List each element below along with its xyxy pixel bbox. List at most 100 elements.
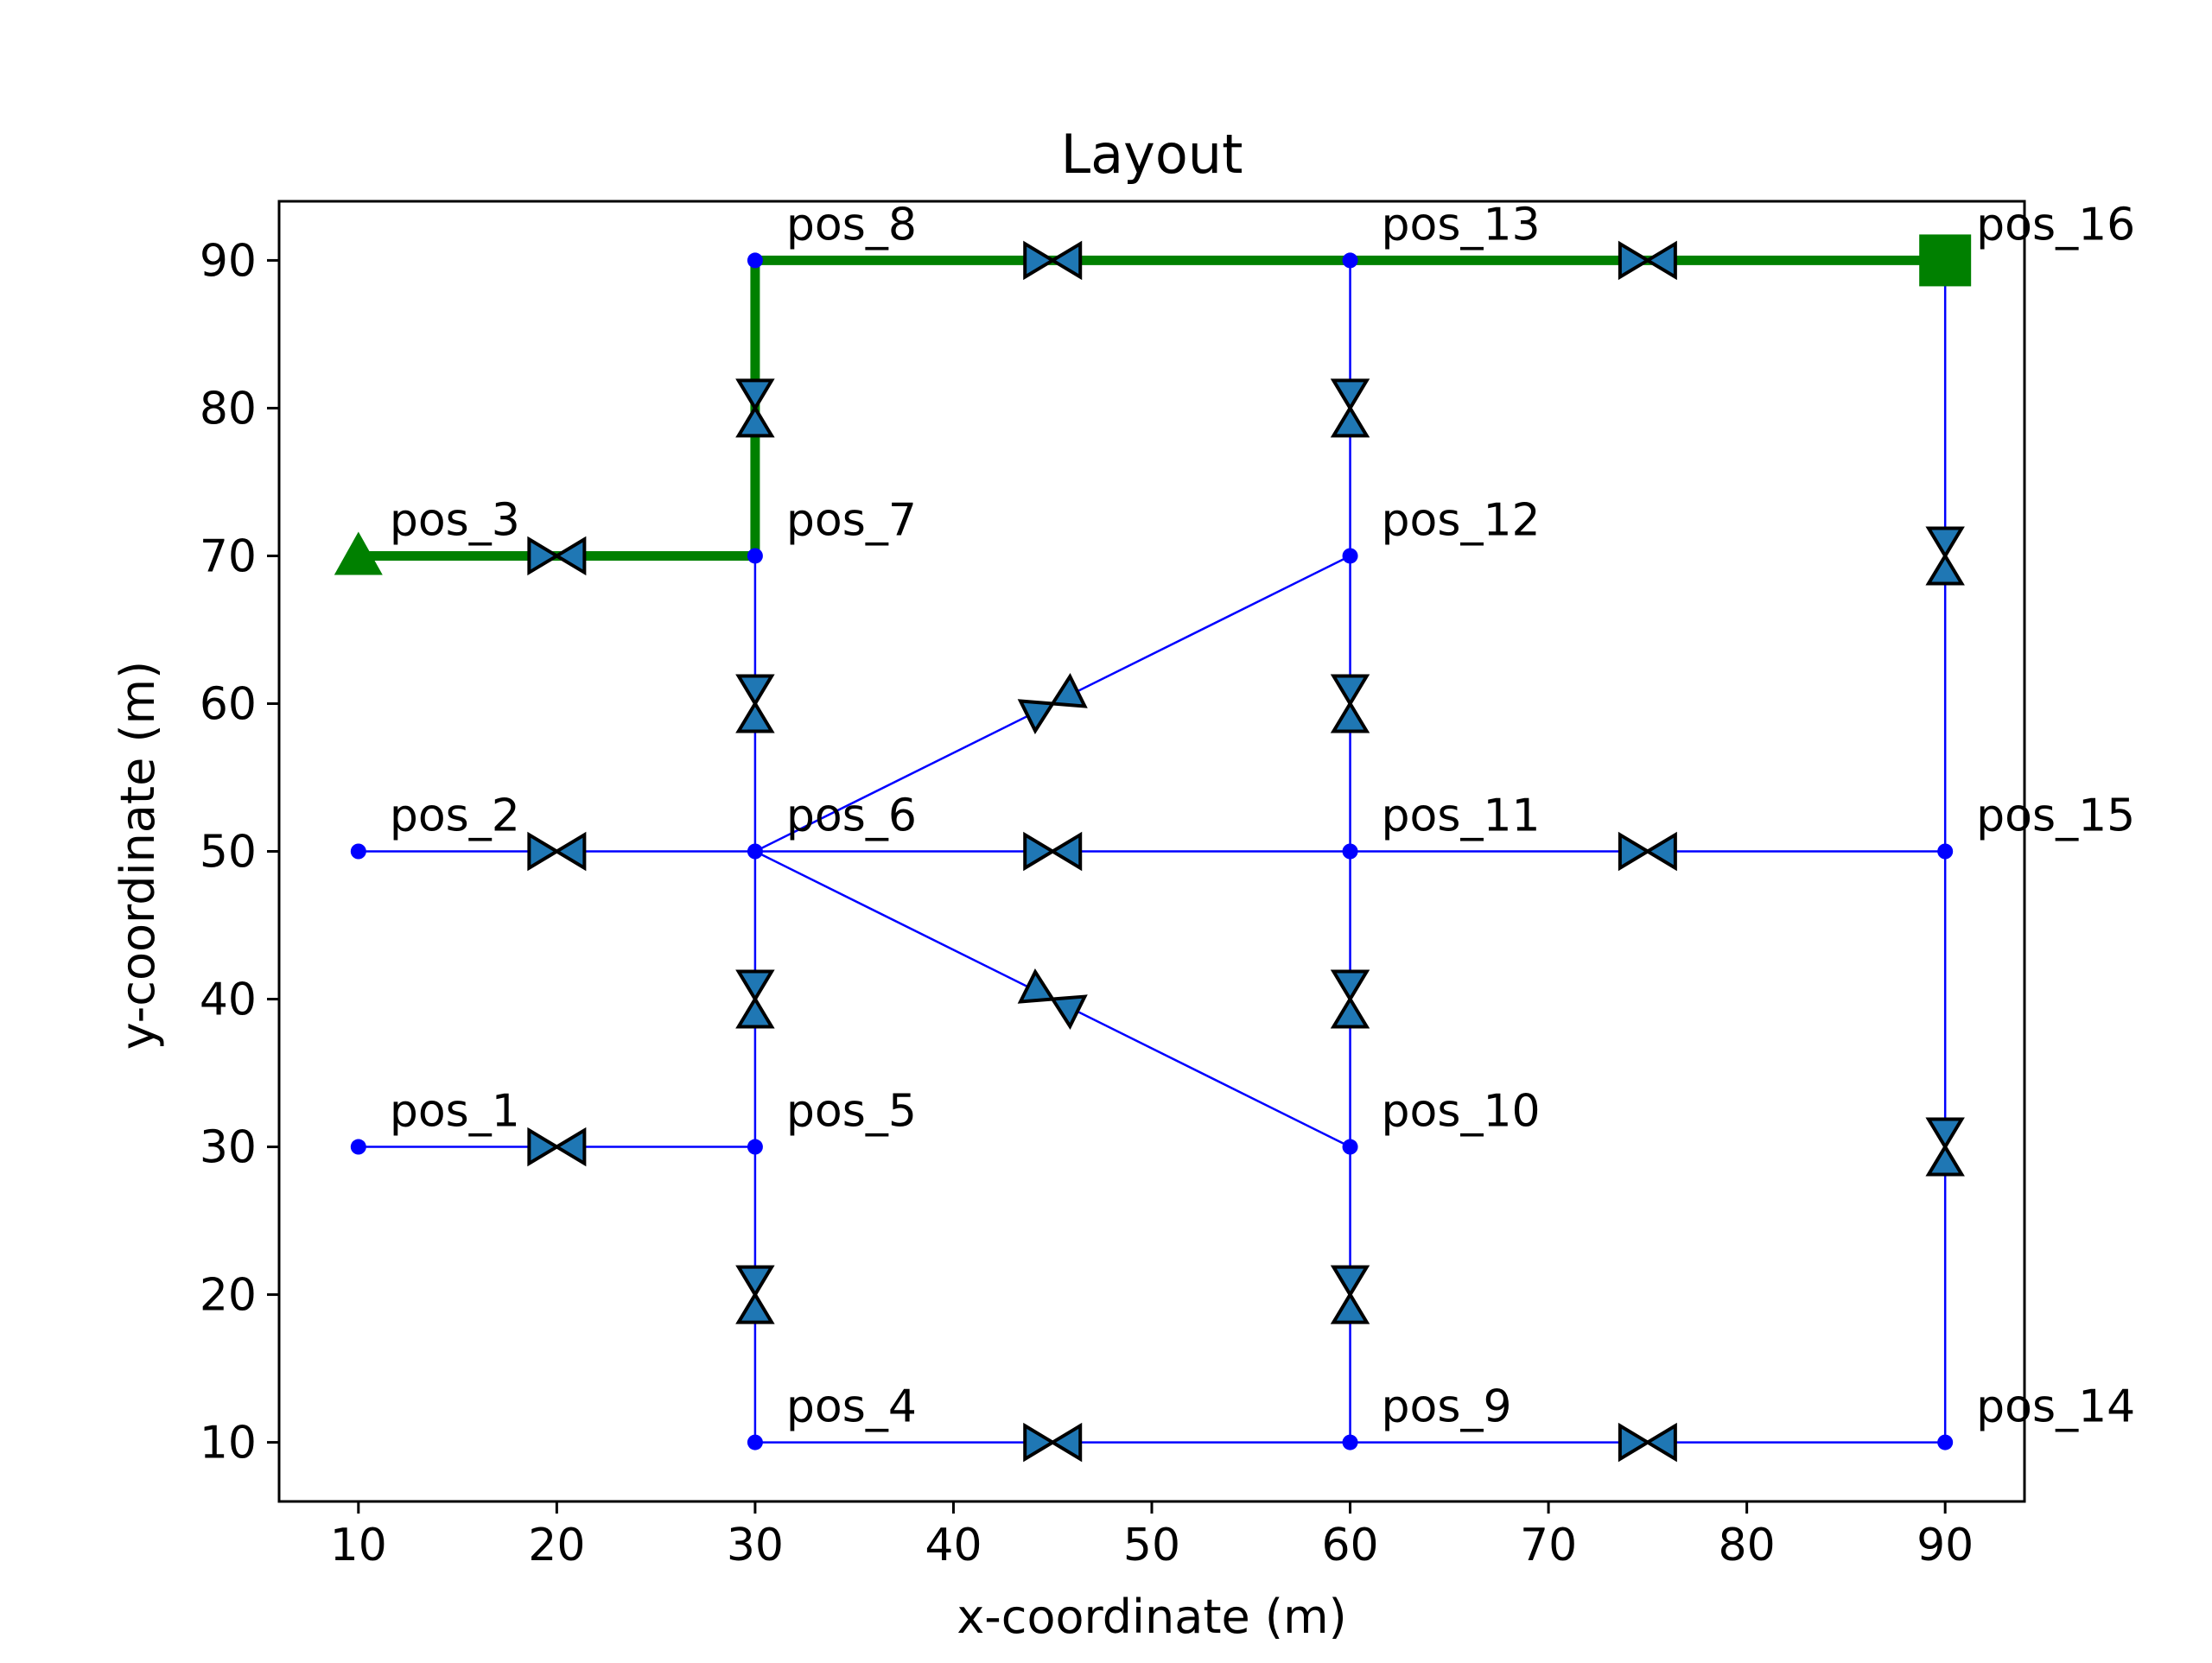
valve-pos_3-pos_7 [527, 536, 587, 576]
valve-left-triangle [1925, 1143, 1965, 1177]
valve-pos_4-pos_9 [1023, 1422, 1083, 1463]
valve-right-triangle [1049, 1422, 1083, 1463]
start-marker [334, 531, 383, 575]
valve-right-triangle [1049, 831, 1083, 872]
valve-pos_10-pos_11 [1330, 969, 1370, 1029]
x-tick-label-30: 30 [727, 1520, 784, 1571]
valve-right-triangle [1643, 1422, 1677, 1463]
end-marker [1919, 234, 1972, 287]
valve-right-triangle [735, 969, 775, 1003]
node-label-pos_13: pos_13 [1382, 199, 1541, 251]
valve-left-triangle [1330, 700, 1370, 733]
valve-right-triangle [1049, 994, 1088, 1031]
node-label-pos_9: pos_9 [1382, 1381, 1512, 1433]
y-tick-label-80: 80 [200, 383, 257, 435]
node-label-pos_14: pos_14 [1976, 1381, 2135, 1433]
node-pos_1 [350, 1139, 366, 1155]
valve-pos_13-pos_16 [1618, 240, 1677, 281]
node-label-pos_5: pos_5 [786, 1086, 917, 1138]
node-pos_6 [747, 843, 763, 860]
valve-left-triangle [1017, 699, 1056, 734]
valve-right-triangle [553, 1127, 587, 1167]
valve-right-triangle [1330, 674, 1370, 708]
valve-left-triangle [1017, 968, 1056, 1004]
node-label-pos_1: pos_1 [390, 1086, 520, 1138]
x-tick-label-80: 80 [1719, 1520, 1776, 1571]
node-label-pos_6: pos_6 [786, 790, 917, 842]
valve-left-triangle [1023, 1422, 1057, 1463]
valve-right-triangle [1049, 672, 1088, 708]
y-tick-label-90: 90 [200, 235, 257, 287]
node-pos_12 [1342, 548, 1358, 564]
y-tick-label-40: 40 [200, 974, 257, 1026]
node-label-pos_7: pos_7 [786, 494, 917, 546]
valve-pos_9-pos_14 [1618, 1422, 1677, 1463]
x-tick-label-10: 10 [330, 1520, 387, 1571]
valve-left-triangle [1023, 831, 1057, 872]
y-tick-label-60: 60 [200, 678, 257, 730]
x-tick-label-60: 60 [1321, 1520, 1378, 1571]
node-pos_2 [350, 843, 366, 860]
node-label-pos_10: pos_10 [1382, 1086, 1541, 1138]
valve-pos_9-pos_10 [1330, 1265, 1370, 1324]
valve-pos_7-pos_8 [735, 378, 775, 438]
valve-right-triangle [553, 831, 587, 872]
y-axis-label: y-coordinate (m) [111, 661, 165, 1050]
chart-title: Layout [1061, 123, 1243, 186]
valve-pos_2-pos_6 [527, 831, 587, 872]
x-tick-label-40: 40 [925, 1520, 982, 1571]
valve-pos_12-pos_13 [1330, 378, 1370, 438]
x-tick-label-90: 90 [1916, 1520, 1974, 1571]
valve-pos_6-pos_12 [1017, 672, 1088, 734]
valve-left-triangle [1330, 404, 1370, 438]
node-pos_4 [747, 1434, 763, 1450]
node-label-pos_4: pos_4 [786, 1381, 917, 1433]
node-pos_13 [1342, 252, 1358, 269]
y-tick-label-10: 10 [200, 1418, 257, 1469]
valve-pos_4-pos_5 [735, 1265, 775, 1324]
x-tick-label-70: 70 [1520, 1520, 1577, 1571]
valve-left-triangle [527, 536, 561, 576]
y-tick-label-70: 70 [200, 530, 257, 582]
valve-pos_6-pos_10 [1017, 968, 1088, 1031]
valve-pos_15-pos_16 [1925, 526, 1965, 586]
valve-pos_6-pos_11 [1023, 831, 1083, 872]
node-label-pos_8: pos_8 [786, 199, 917, 251]
valve-right-triangle [1049, 240, 1083, 281]
valve-right-triangle [553, 536, 587, 576]
valve-right-triangle [1330, 1265, 1370, 1298]
node-pos_5 [747, 1139, 763, 1155]
y-tick-label-50: 50 [200, 827, 257, 879]
valve-left-triangle [1925, 552, 1965, 586]
valve-pos_11-pos_15 [1618, 831, 1677, 872]
valve-right-triangle [1925, 526, 1965, 560]
node-label-pos_15: pos_15 [1976, 790, 2135, 842]
valve-pos_6-pos_7 [735, 674, 775, 733]
valve-right-triangle [735, 1265, 775, 1298]
node-pos_14 [1937, 1434, 1954, 1450]
valve-pos_14-pos_15 [1925, 1117, 1965, 1177]
y-tick-label-20: 20 [200, 1270, 257, 1322]
valve-right-triangle [1643, 240, 1677, 281]
node-label-pos_12: pos_12 [1382, 494, 1541, 546]
node-pos_8 [747, 252, 763, 269]
node-pos_15 [1937, 843, 1954, 860]
node-pos_7 [747, 548, 763, 564]
node-label-pos_2: pos_2 [390, 790, 520, 842]
valve-right-triangle [1643, 831, 1677, 872]
x-axis-label: x-coordinate (m) [957, 1590, 1346, 1644]
valve-right-triangle [1330, 969, 1370, 1003]
valve-left-triangle [1618, 831, 1651, 872]
node-label-pos_11: pos_11 [1382, 790, 1541, 842]
valve-right-triangle [1330, 378, 1370, 412]
valve-left-triangle [735, 700, 775, 733]
valve-left-triangle [1330, 1291, 1370, 1324]
node-label-pos_3: pos_3 [390, 494, 520, 546]
node-pos_11 [1342, 843, 1358, 860]
x-tick-label-50: 50 [1123, 1520, 1180, 1571]
valve-pos_11-pos_12 [1330, 674, 1370, 733]
valve-left-triangle [735, 1291, 775, 1324]
node-label-pos_16: pos_16 [1976, 199, 2135, 251]
